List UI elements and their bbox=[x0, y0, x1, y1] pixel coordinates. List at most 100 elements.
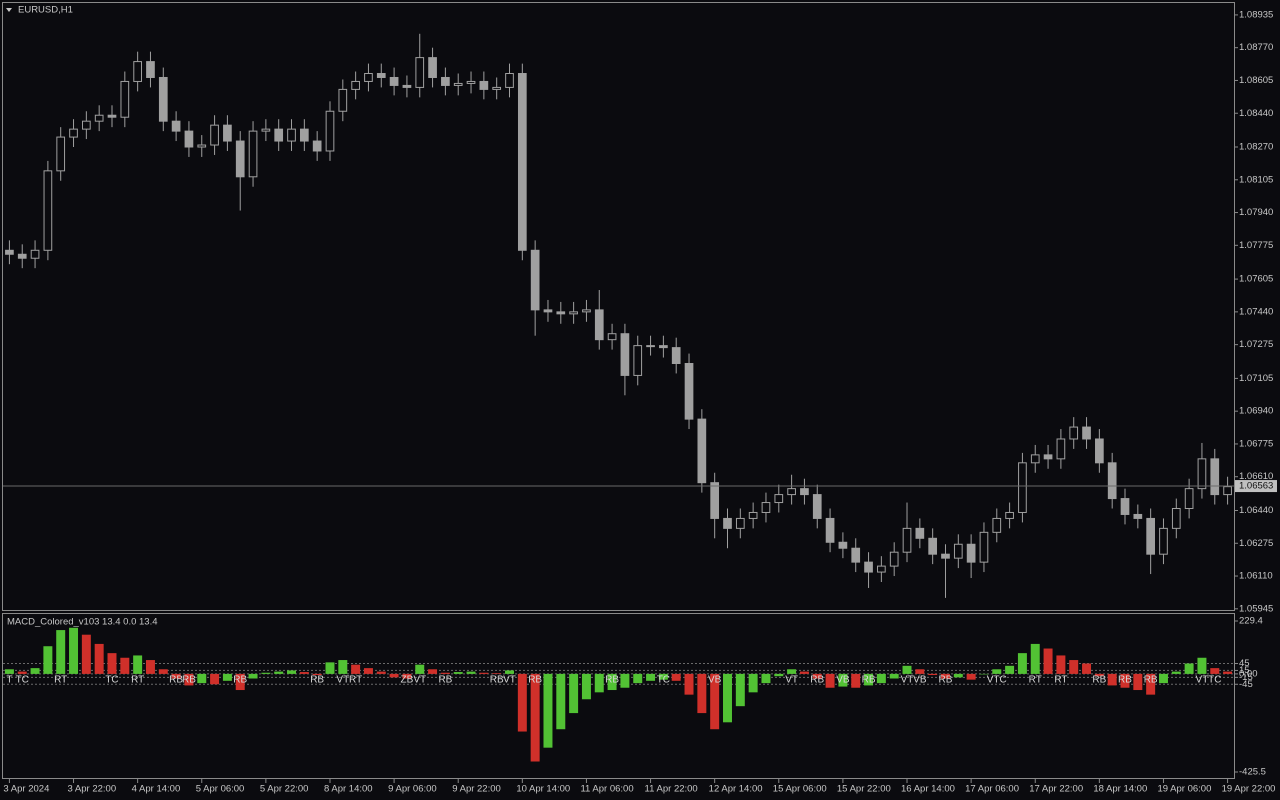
histogram-bar bbox=[1223, 671, 1233, 674]
candle-body bbox=[1069, 426, 1079, 440]
x-tick-label: 17 Apr 06:00 bbox=[965, 784, 1019, 795]
candle-body bbox=[466, 80, 476, 84]
candle-body bbox=[1005, 511, 1014, 519]
candle-body bbox=[1159, 527, 1168, 555]
signal-label: VT bbox=[785, 675, 798, 686]
candle-body bbox=[671, 347, 681, 365]
candle-body bbox=[492, 86, 502, 90]
signal-label: VT bbox=[503, 675, 516, 686]
candle-body bbox=[5, 249, 14, 255]
candle-body bbox=[1133, 513, 1143, 519]
histogram-bar bbox=[56, 630, 66, 674]
histogram-bar bbox=[453, 672, 463, 674]
candle-body bbox=[94, 114, 104, 122]
histogram-bar bbox=[594, 673, 604, 693]
candle-body bbox=[569, 311, 578, 315]
candle-body bbox=[748, 511, 758, 519]
histogram-bar bbox=[787, 669, 797, 674]
histogram-bar bbox=[761, 673, 771, 684]
x-tick-label: 17 Apr 22:00 bbox=[1029, 784, 1083, 795]
y-tick-label: 1.08105 bbox=[1239, 174, 1273, 185]
y-tick-label: 1.07940 bbox=[1239, 207, 1273, 218]
candle-body bbox=[248, 130, 258, 178]
candle-body bbox=[966, 543, 976, 563]
histogram-bar bbox=[184, 673, 194, 686]
histogram-bar bbox=[530, 673, 540, 762]
signal-label: RB bbox=[1118, 675, 1132, 686]
candle-body bbox=[851, 547, 861, 563]
candle-body bbox=[261, 128, 271, 132]
candle-body bbox=[505, 73, 514, 88]
histogram-bar bbox=[940, 673, 950, 679]
histogram-bar bbox=[1056, 655, 1066, 674]
dropdown-icon[interactable] bbox=[6, 8, 12, 12]
candle-body bbox=[43, 170, 53, 251]
y-tick-label: 1.07775 bbox=[1239, 240, 1273, 251]
x-tick-label: 19 Apr 22:00 bbox=[1222, 784, 1276, 795]
x-tick-label: 11 Apr 06:00 bbox=[580, 784, 633, 795]
histogram-bar bbox=[658, 673, 668, 680]
y-tick-label: 1.06110 bbox=[1239, 571, 1273, 582]
histogram-bar bbox=[569, 673, 579, 714]
histogram-bar bbox=[735, 673, 745, 707]
candle-body bbox=[274, 128, 284, 142]
y-tick-label: 1.06940 bbox=[1239, 406, 1273, 417]
histogram-bar bbox=[158, 669, 168, 674]
candle-body bbox=[1197, 458, 1207, 490]
histogram-bar bbox=[479, 672, 489, 674]
signal-label: ZB bbox=[401, 675, 414, 686]
histogram-bar bbox=[222, 673, 232, 681]
signal-label: RB bbox=[605, 675, 619, 686]
y-tick-label: 0.00 bbox=[1239, 668, 1258, 679]
candle-body bbox=[1018, 462, 1027, 513]
y-tick-label: -425.5 bbox=[1239, 767, 1266, 778]
histogram-bar bbox=[812, 673, 822, 679]
histogram-bar bbox=[1017, 653, 1027, 674]
signal-label: RB bbox=[528, 675, 542, 686]
signal-label: RB bbox=[310, 675, 324, 686]
histogram-bar bbox=[1107, 673, 1117, 686]
y-tick-label: 1.08440 bbox=[1239, 108, 1273, 119]
y-tick-label: 15 bbox=[1239, 665, 1250, 676]
signal-label: RT bbox=[131, 675, 144, 686]
candle-body bbox=[479, 80, 489, 90]
histogram-bar bbox=[723, 673, 732, 723]
y-tick-label: 1.06275 bbox=[1239, 538, 1273, 549]
candle-body bbox=[594, 309, 604, 341]
x-tick-label: 15 Apr 22:00 bbox=[837, 784, 891, 795]
histogram-bar bbox=[248, 673, 258, 679]
histogram-bar bbox=[325, 662, 335, 674]
candle-body bbox=[684, 363, 694, 420]
histogram-bar bbox=[197, 673, 207, 684]
candle-body bbox=[530, 249, 540, 311]
signal-label: RB bbox=[1092, 675, 1106, 686]
histogram-bar bbox=[1069, 660, 1079, 674]
candle-body bbox=[56, 136, 66, 172]
candle-body bbox=[1210, 458, 1220, 496]
candle-body bbox=[184, 130, 194, 148]
histogram-bar bbox=[543, 673, 553, 748]
signal-label: VT bbox=[1196, 675, 1209, 686]
histogram-bar bbox=[210, 673, 220, 685]
histogram-bar bbox=[1197, 657, 1207, 674]
histogram-bar bbox=[902, 665, 912, 674]
histogram-bar bbox=[928, 673, 938, 676]
x-tick-label: 3 Apr 2024 bbox=[3, 784, 49, 795]
histogram-bar bbox=[1158, 673, 1168, 684]
signal-label: RB bbox=[169, 675, 183, 686]
candle-body bbox=[774, 494, 784, 504]
histogram-bar bbox=[1133, 673, 1143, 691]
candle-body bbox=[402, 84, 412, 88]
y-tick-label: 1.07605 bbox=[1239, 274, 1273, 285]
histogram-bar bbox=[466, 671, 476, 674]
histogram-bar bbox=[43, 646, 53, 674]
x-tick-label: 19 Apr 06:00 bbox=[1157, 784, 1211, 795]
histogram-bar bbox=[299, 672, 309, 674]
candle-body bbox=[889, 551, 899, 567]
x-tick-label: 5 Apr 06:00 bbox=[196, 784, 245, 795]
candle-body bbox=[338, 88, 348, 112]
candle-body bbox=[517, 73, 527, 251]
histogram-bar bbox=[69, 627, 79, 674]
histogram-bar bbox=[171, 673, 181, 679]
candle-body bbox=[146, 61, 155, 78]
